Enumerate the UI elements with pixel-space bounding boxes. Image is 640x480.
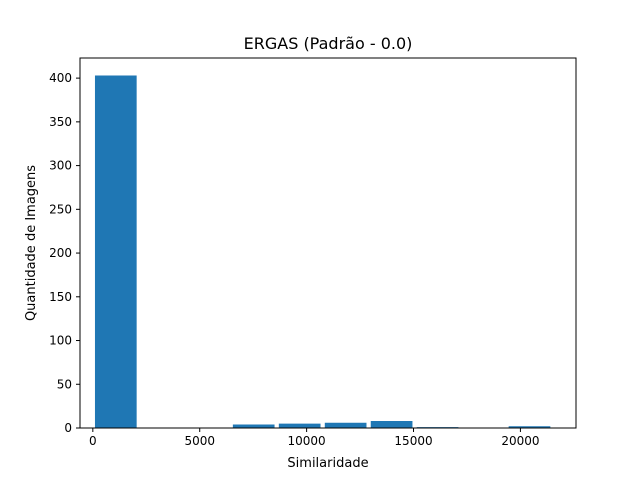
y-tick-label: 0 [64,421,72,435]
x-axis-ticks: 0 5000 10000 15000 20000 [89,428,540,448]
histogram-bar-7 [370,421,413,428]
x-tick-label: 0 [89,434,97,448]
chart-title: ERGAS (Padrão - 0.0) [244,34,413,53]
y-tick-label: 300 [49,159,72,173]
histogram-bar-10 [508,426,551,428]
x-tick-label: 10000 [288,434,326,448]
plot-frame [79,57,577,429]
x-axis-label: Similaridade [287,456,368,471]
x-tick-label: 15000 [394,434,432,448]
y-tick-label: 150 [49,290,72,304]
x-tick-label: 20000 [501,434,539,448]
histogram-bar-6 [324,422,367,428]
histogram-bar-1 [94,75,137,429]
y-tick-label: 100 [49,334,72,348]
y-tick-label: 50 [57,377,72,391]
histogram-bar-4 [232,424,275,428]
y-tick-label: 350 [49,115,72,129]
y-axis-ticks: 0 50 100 150 200 250 300 350 400 [49,71,80,435]
bars-group [94,75,551,429]
histogram-bar-5 [278,423,321,428]
y-tick-label: 250 [49,202,72,216]
x-tick-label: 5000 [184,434,215,448]
y-axis-label: Quantidade de Imagens [24,165,39,321]
y-tick-label: 400 [49,71,72,85]
y-tick-label: 200 [49,246,72,260]
